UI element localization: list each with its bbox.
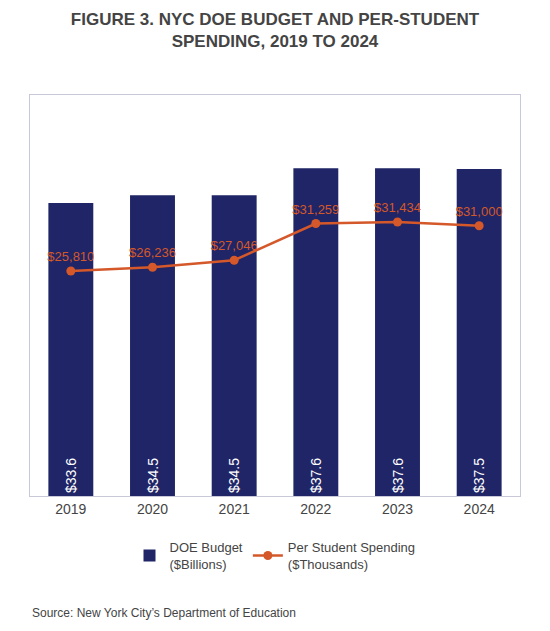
svg-text:$37.6: $37.6 <box>390 458 406 493</box>
svg-text:FIGURE 3. NYC DOE BUDGET AND P: FIGURE 3. NYC DOE BUDGET AND PER-STUDENT… <box>71 10 480 51</box>
svg-text:2019: 2019 <box>55 501 86 517</box>
svg-text:2021: 2021 <box>219 501 250 517</box>
svg-text:$25,810: $25,810 <box>47 249 94 264</box>
svg-text:2022: 2022 <box>300 501 331 517</box>
svg-text:$37.6: $37.6 <box>308 458 324 493</box>
svg-text:$31,259: $31,259 <box>292 202 339 217</box>
svg-text:$31,434: $31,434 <box>374 200 421 215</box>
svg-text:$37.5: $37.5 <box>471 458 487 493</box>
svg-text:Per Student Spending($Thousand: Per Student Spending($Thousands) <box>288 540 415 572</box>
svg-text:$34.5: $34.5 <box>226 458 242 493</box>
svg-text:$31,000: $31,000 <box>456 204 503 219</box>
svg-text:$27,046: $27,046 <box>211 238 258 253</box>
svg-text:$26,236: $26,236 <box>129 245 176 260</box>
svg-text:2020: 2020 <box>137 501 168 517</box>
svg-text:2024: 2024 <box>464 501 495 517</box>
svg-text:$34.5: $34.5 <box>145 458 161 493</box>
svg-text:2023: 2023 <box>382 501 413 517</box>
svg-text:Source: New York City’s Depart: Source: New York City’s Department of Ed… <box>32 606 296 620</box>
svg-text:$33.6: $33.6 <box>63 458 79 493</box>
svg-text:DOE Budget($Billions): DOE Budget($Billions) <box>170 540 243 572</box>
